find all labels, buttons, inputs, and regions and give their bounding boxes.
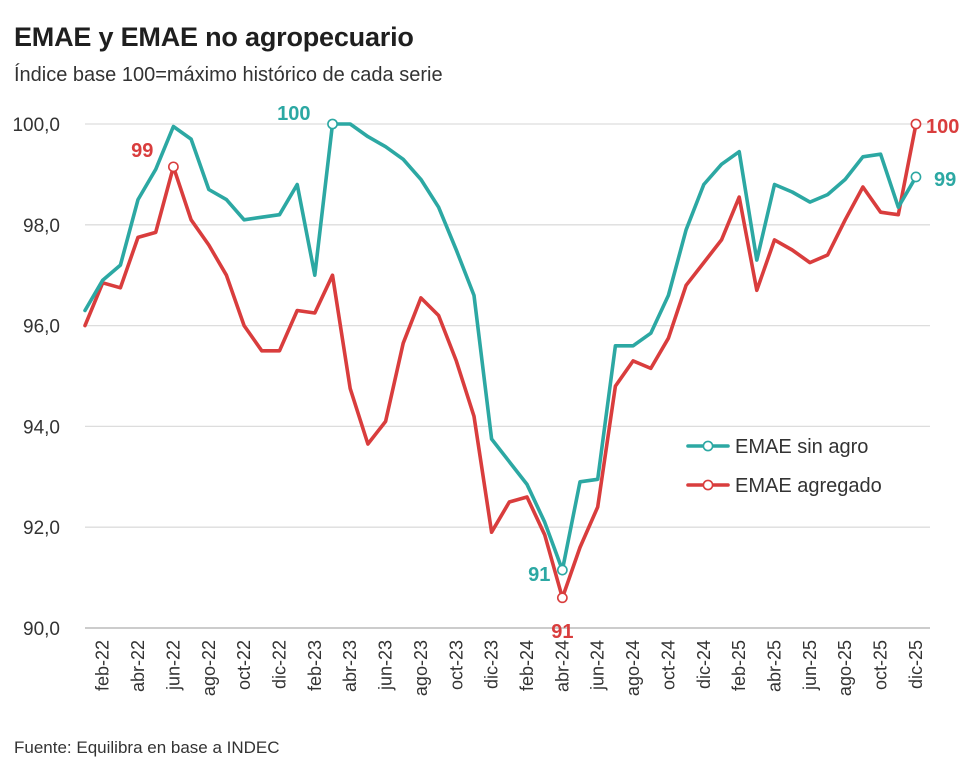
source-note: Fuente: Equilibra en base a INDEC [14, 738, 280, 757]
x-tick-label: abr-25 [765, 640, 785, 692]
x-tick-label: feb-23 [305, 640, 325, 691]
y-axis-ticks: 90,0 92,0 94,0 96,0 98,0 100,0 [12, 115, 60, 640]
y-tick-label: 96,0 [23, 317, 60, 338]
data-point-marker [556, 592, 568, 604]
x-tick-label: ago-22 [199, 640, 219, 696]
x-tick-label: jun-24 [588, 640, 608, 691]
x-tick-label: dic-22 [269, 640, 289, 689]
x-axis-ticks: feb-22 abr-22 jun-22 ago-22 oct-22 dic-22 feb-… [93, 640, 926, 696]
x-tick-label: dic-25 [906, 640, 926, 689]
x-tick-label: feb-25 [729, 640, 749, 691]
x-tick-label: jun-22 [163, 640, 183, 691]
x-tick-label: abr-23 [340, 640, 360, 692]
x-tick-label: oct-25 [871, 640, 891, 690]
data-labels: 100 91 99 99 91 100 [131, 103, 959, 643]
data-label: 100 [277, 103, 310, 125]
data-label: 91 [528, 564, 550, 586]
data-point-marker [556, 564, 568, 576]
data-point-marker [910, 171, 922, 183]
x-tick-label: dic-23 [482, 640, 502, 689]
x-tick-label: ago-24 [623, 640, 643, 696]
legend-label: EMAE sin agro [735, 436, 868, 458]
x-tick-label: oct-24 [658, 640, 678, 690]
grid-layer [85, 123, 930, 629]
legend: EMAE sin agro EMAE agregado [686, 436, 882, 497]
legend-label: EMAE agregado [735, 475, 882, 497]
y-tick-label: 100,0 [12, 115, 60, 136]
x-tick-label: oct-23 [446, 640, 466, 690]
x-tick-label: ago-25 [835, 640, 855, 696]
x-tick-label: dic-24 [694, 640, 714, 689]
x-tick-label: jun-23 [376, 640, 396, 691]
data-point-marker [167, 161, 179, 173]
y-tick-label: 98,0 [23, 216, 60, 237]
chart-title: EMAE y EMAE no agropecuario [14, 22, 414, 52]
legend-marker [702, 440, 714, 452]
series-layer [83, 122, 918, 600]
data-point-marker [327, 118, 338, 130]
x-tick-label: feb-22 [93, 640, 113, 691]
x-tick-label: ago-23 [411, 640, 431, 696]
data-label: 99 [934, 169, 956, 191]
x-tick-label: abr-24 [552, 640, 572, 692]
series-line-emae-agregado [83, 122, 918, 600]
data-point-marker [910, 118, 922, 130]
x-tick-label: abr-22 [128, 640, 148, 692]
data-label: 100 [926, 116, 959, 138]
chart-subtitle: Índice base 100=máximo histórico de cada… [14, 64, 443, 86]
legend-marker [702, 479, 714, 491]
x-tick-label: oct-22 [234, 640, 254, 690]
data-label: 99 [131, 140, 153, 162]
y-tick-label: 92,0 [23, 518, 60, 539]
data-label: 91 [551, 621, 573, 643]
series-line-emae-sin-agro [83, 122, 918, 572]
x-tick-label: jun-25 [800, 640, 820, 691]
y-tick-label: 94,0 [23, 417, 60, 438]
y-tick-label: 90,0 [23, 619, 60, 640]
x-tick-label: feb-24 [517, 640, 537, 691]
